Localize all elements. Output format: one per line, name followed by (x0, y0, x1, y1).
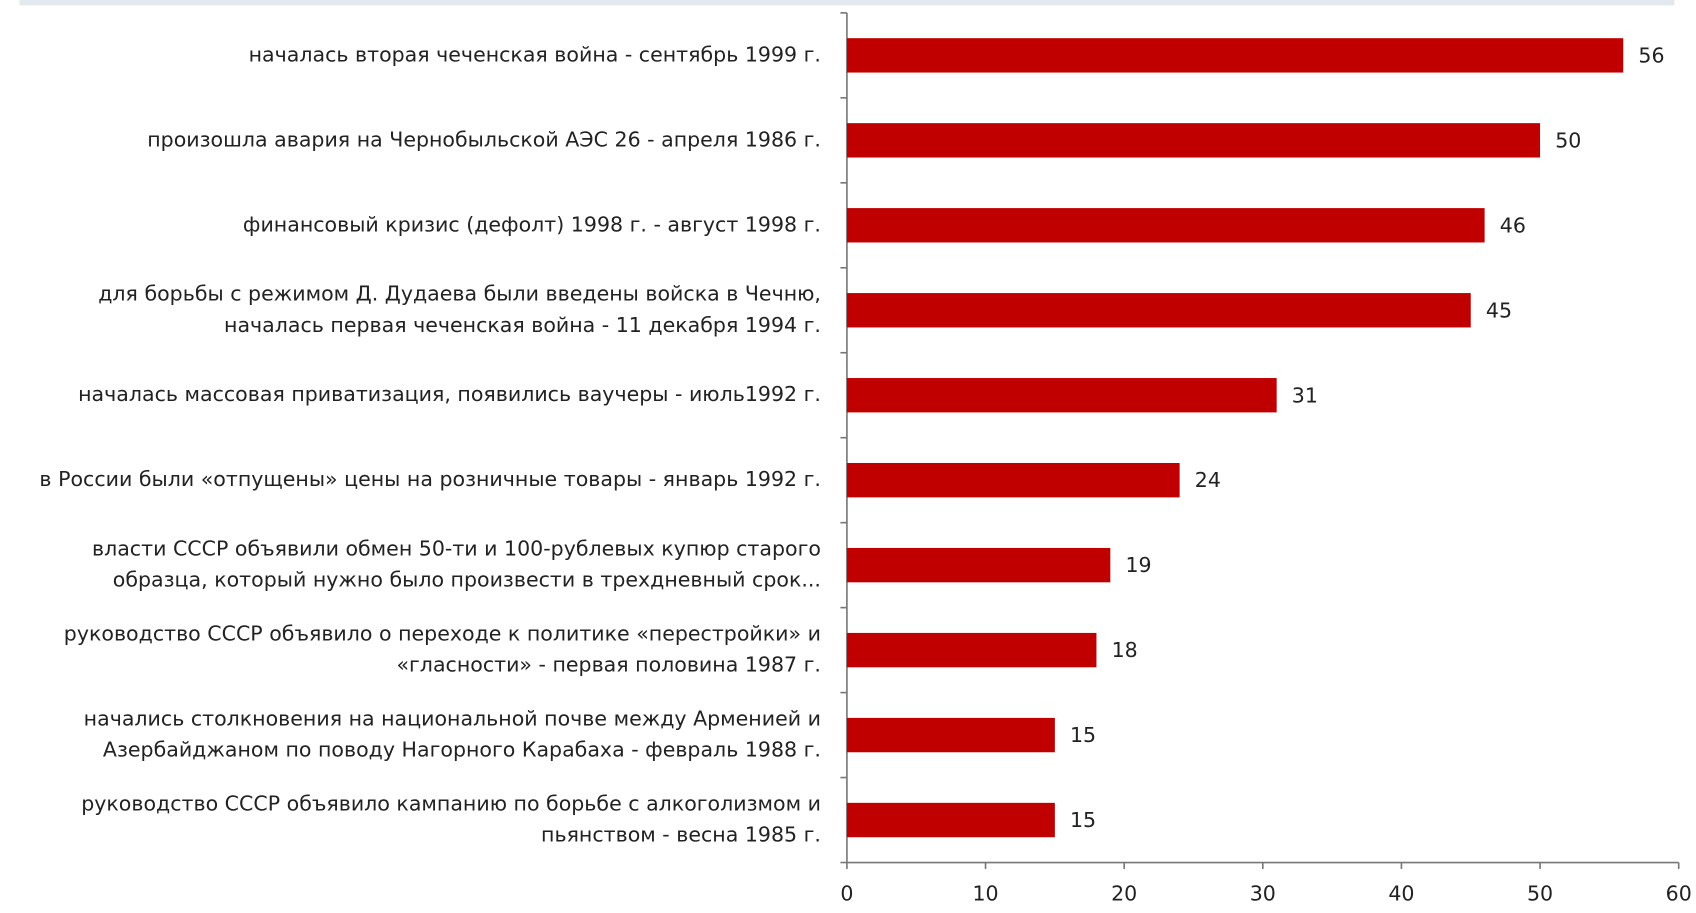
category-label: для борьбы с режимом Д. Дудаева были вве… (98, 282, 821, 337)
category-label: в России были «отпущены» цены на розничн… (39, 467, 821, 491)
value-label: 46 (1500, 213, 1526, 237)
category-label: руководство СССР объявило кампанию по бо… (81, 792, 821, 847)
bar (846, 123, 1541, 158)
bar (846, 293, 1471, 328)
x-tick-label: 0 (840, 882, 853, 906)
bar (846, 38, 1624, 73)
category-label: финансовый кризис (дефолт) 1998 г. - авг… (243, 212, 821, 236)
value-label: 45 (1486, 298, 1512, 322)
value-label: 15 (1070, 808, 1096, 832)
category-label: начались столкновения на национальной по… (84, 707, 821, 762)
x-tick-label: 60 (1666, 882, 1692, 906)
category-label: руководство СССР объявило о переходе к п… (64, 622, 821, 677)
x-tick-label: 40 (1388, 882, 1414, 906)
x-tick-label: 50 (1527, 882, 1553, 906)
value-label: 19 (1125, 553, 1151, 577)
top-strip (19, 0, 1675, 6)
bar (846, 717, 1055, 753)
value-label: 15 (1070, 723, 1096, 747)
value-label: 31 (1292, 383, 1318, 407)
x-tick-label: 20 (1111, 882, 1137, 906)
value-label: 24 (1195, 468, 1221, 492)
value-label: 18 (1112, 638, 1138, 662)
category-label: произошла авария на Чернобыльской АЭС 26… (147, 127, 821, 151)
value-label: 56 (1638, 43, 1664, 67)
bar (846, 802, 1055, 838)
x-tick-label: 30 (1250, 882, 1276, 906)
bar (846, 462, 1180, 498)
category-label: началась массовая приватизация, появилис… (78, 382, 821, 406)
bar (846, 208, 1485, 243)
bar (846, 378, 1277, 413)
bar (846, 547, 1111, 583)
category-label: началась вторая чеченская война - сентяб… (249, 42, 821, 66)
value-label: 50 (1555, 128, 1581, 152)
x-tick-label: 10 (972, 882, 998, 906)
category-label: власти СССР объявили обмен 50-ти и 100-р… (92, 537, 821, 592)
bar (846, 632, 1097, 668)
